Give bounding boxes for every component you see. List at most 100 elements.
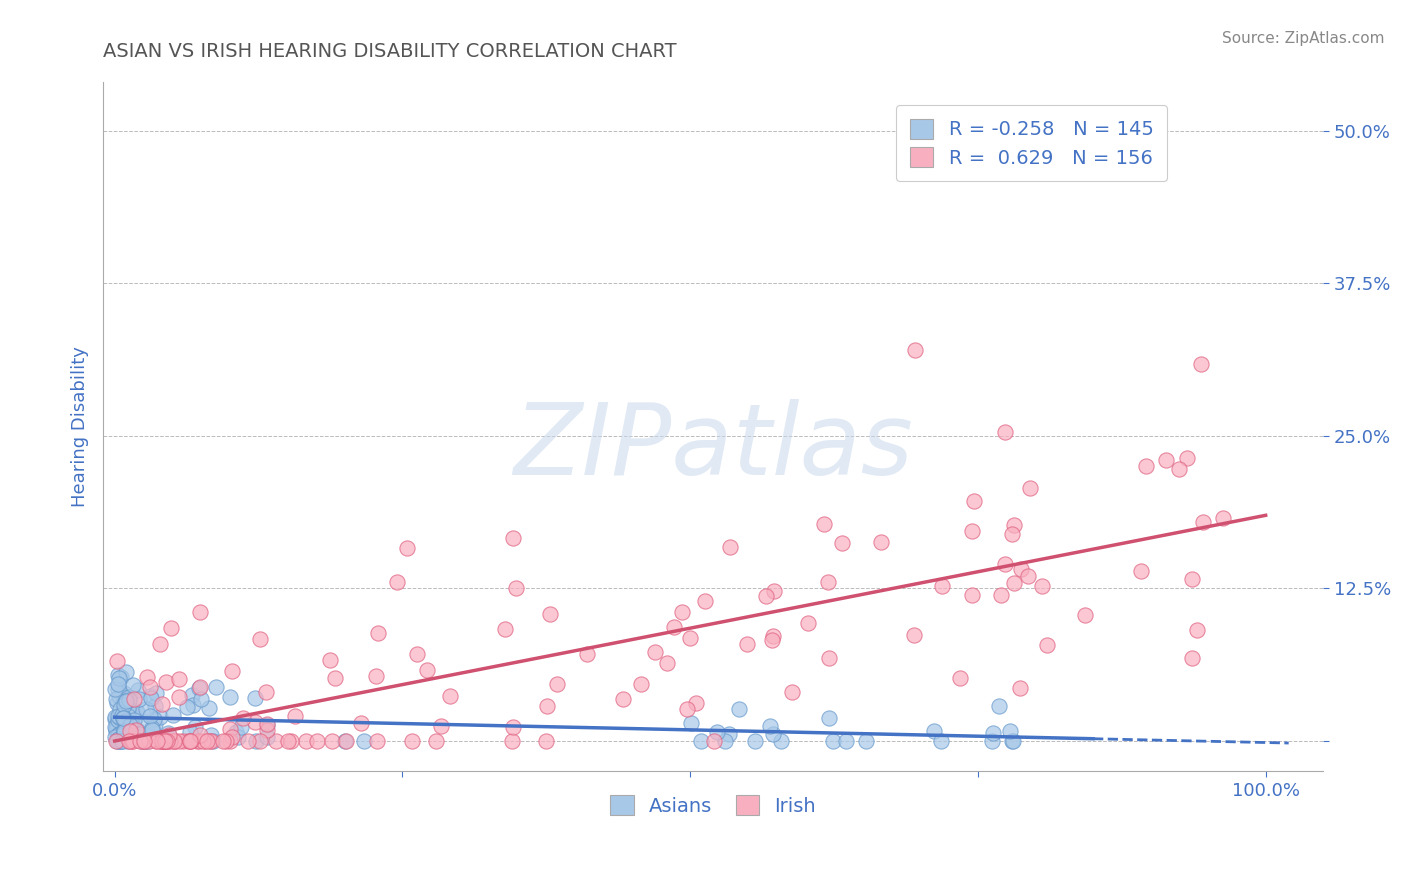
Point bbox=[254, 684, 277, 698]
Point bbox=[813, 517, 835, 532]
Point bbox=[194, 734, 217, 748]
Point bbox=[256, 723, 278, 738]
Point bbox=[188, 605, 211, 619]
Point bbox=[181, 688, 204, 702]
Text: ZIPatlas: ZIPatlas bbox=[513, 399, 912, 496]
Point bbox=[245, 734, 267, 748]
Point bbox=[219, 690, 242, 704]
Point bbox=[107, 682, 129, 697]
Point bbox=[1212, 511, 1234, 525]
Point bbox=[121, 678, 143, 692]
Point bbox=[695, 593, 717, 607]
Point bbox=[138, 708, 160, 723]
Point bbox=[1180, 572, 1202, 586]
Point bbox=[115, 665, 138, 679]
Point bbox=[142, 712, 165, 726]
Point bbox=[256, 718, 278, 732]
Point bbox=[188, 680, 211, 694]
Point bbox=[149, 734, 172, 748]
Point bbox=[685, 696, 707, 710]
Point bbox=[280, 734, 302, 748]
Point bbox=[769, 734, 792, 748]
Point bbox=[679, 632, 702, 646]
Point bbox=[152, 734, 174, 748]
Point bbox=[134, 734, 156, 748]
Point bbox=[323, 672, 346, 686]
Point bbox=[112, 711, 135, 725]
Point bbox=[277, 734, 299, 748]
Point bbox=[713, 734, 735, 748]
Point bbox=[134, 734, 156, 748]
Point bbox=[134, 734, 156, 748]
Point bbox=[128, 691, 150, 706]
Point bbox=[425, 734, 447, 748]
Point bbox=[221, 730, 243, 744]
Point bbox=[157, 726, 180, 740]
Point bbox=[395, 541, 418, 556]
Point bbox=[179, 734, 201, 748]
Point bbox=[904, 343, 927, 357]
Point bbox=[534, 734, 557, 748]
Point bbox=[136, 670, 159, 684]
Point bbox=[180, 734, 202, 748]
Point bbox=[112, 697, 135, 711]
Point bbox=[335, 734, 357, 748]
Text: ASIAN VS IRISH HEARING DISABILITY CORRELATION CHART: ASIAN VS IRISH HEARING DISABILITY CORREL… bbox=[103, 42, 676, 61]
Point bbox=[152, 734, 174, 748]
Point bbox=[138, 689, 160, 703]
Point bbox=[110, 734, 132, 748]
Point bbox=[249, 632, 271, 646]
Point bbox=[127, 724, 149, 739]
Point bbox=[576, 647, 599, 661]
Point bbox=[108, 689, 131, 703]
Point bbox=[150, 734, 173, 748]
Point bbox=[1002, 734, 1025, 748]
Point bbox=[127, 682, 149, 697]
Point bbox=[1175, 450, 1198, 465]
Point bbox=[105, 692, 128, 706]
Point bbox=[163, 734, 186, 748]
Point bbox=[198, 734, 221, 748]
Point bbox=[112, 723, 135, 737]
Point bbox=[131, 734, 153, 748]
Y-axis label: Hearing Disability: Hearing Disability bbox=[72, 346, 89, 507]
Point bbox=[111, 711, 134, 725]
Point bbox=[104, 712, 127, 726]
Point bbox=[167, 673, 190, 687]
Point bbox=[118, 700, 141, 714]
Point bbox=[1004, 576, 1026, 591]
Point bbox=[319, 653, 342, 667]
Point bbox=[307, 734, 329, 748]
Point bbox=[367, 625, 389, 640]
Point bbox=[219, 734, 242, 748]
Point bbox=[284, 708, 307, 723]
Point bbox=[160, 621, 183, 635]
Point bbox=[162, 734, 184, 748]
Point bbox=[118, 690, 141, 704]
Point bbox=[229, 720, 252, 734]
Point bbox=[759, 719, 782, 733]
Point bbox=[120, 718, 142, 732]
Point bbox=[108, 671, 131, 685]
Point bbox=[994, 557, 1017, 571]
Point bbox=[145, 734, 167, 748]
Point bbox=[755, 589, 778, 603]
Point bbox=[179, 724, 201, 739]
Point bbox=[855, 734, 877, 748]
Point bbox=[112, 726, 135, 740]
Point bbox=[1031, 579, 1053, 593]
Point bbox=[335, 734, 357, 748]
Point bbox=[172, 734, 194, 748]
Point bbox=[439, 690, 461, 704]
Point bbox=[104, 710, 127, 724]
Point bbox=[184, 720, 207, 734]
Point bbox=[141, 721, 163, 735]
Point bbox=[167, 690, 190, 704]
Point bbox=[761, 633, 783, 648]
Point bbox=[502, 532, 524, 546]
Point bbox=[155, 734, 177, 748]
Point bbox=[1001, 734, 1024, 748]
Point bbox=[903, 628, 925, 642]
Point bbox=[111, 734, 134, 748]
Point bbox=[122, 734, 145, 748]
